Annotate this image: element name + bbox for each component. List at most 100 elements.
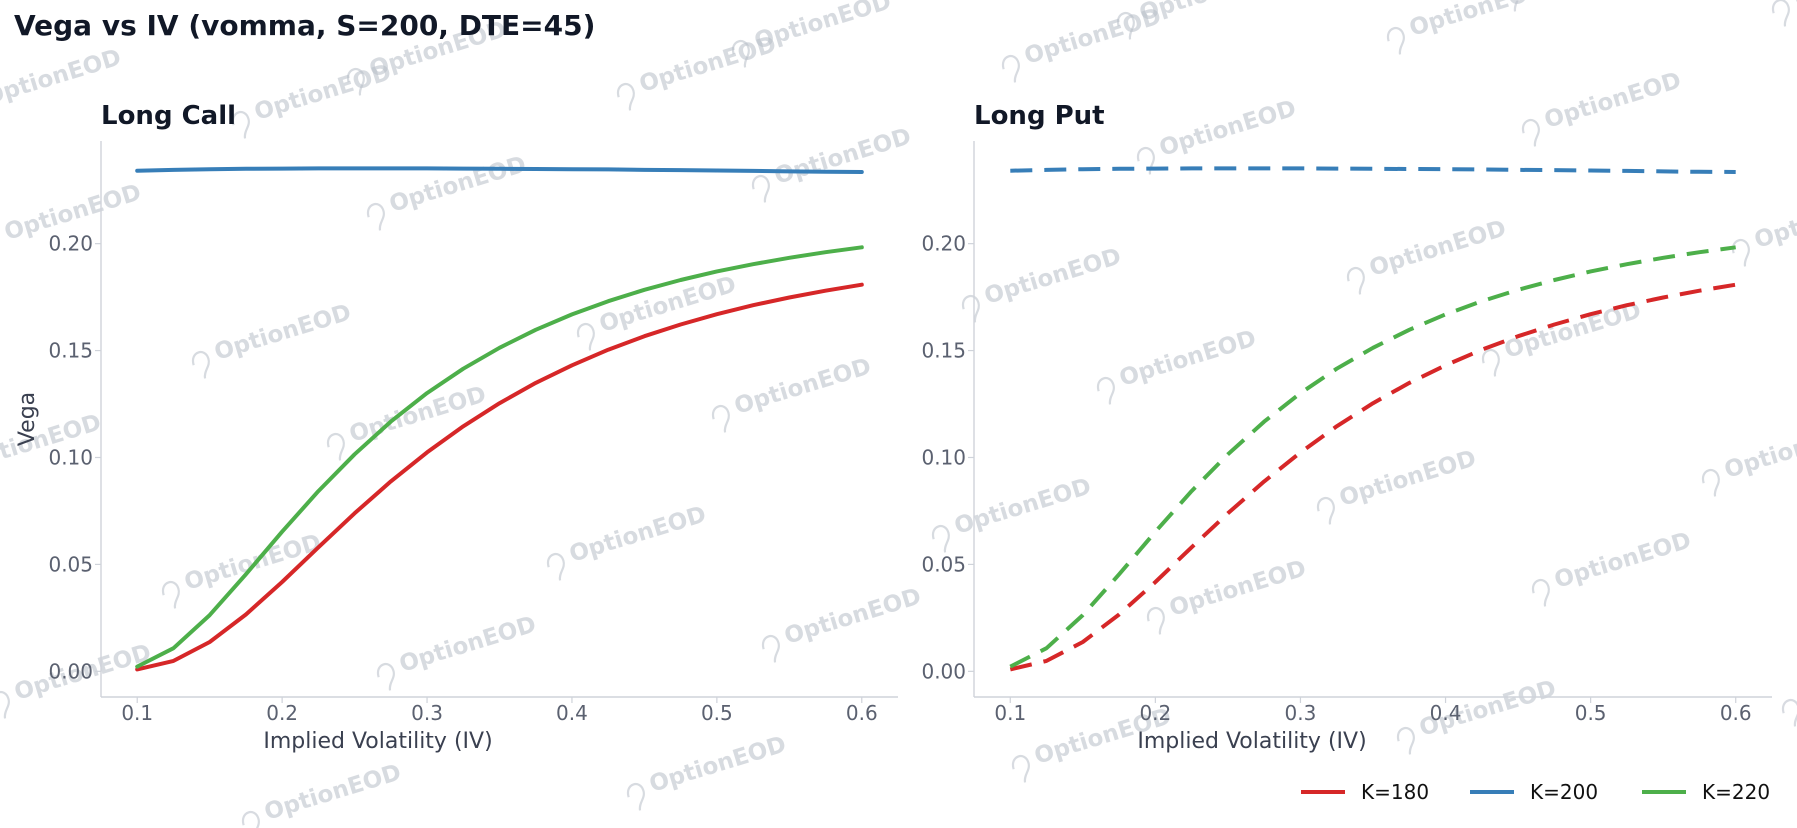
watermark-logo-icon [1096,376,1115,405]
watermark: OptionEOD [616,32,779,111]
watermark: OptionEOD [161,530,324,609]
long-put-series-k200-line [1010,166,1736,174]
watermark-logo-icon [161,580,180,609]
watermark-logo-icon [616,82,635,111]
watermark: OptionEOD [761,584,924,663]
watermark-logo-icon [1386,26,1405,55]
watermark-logo-icon [346,67,365,96]
long-call-series-k220-line [135,245,864,669]
watermark-logo-icon [1531,578,1550,607]
watermark-text: OptionEOD [1336,446,1479,512]
y-tick-label: 0.05 [921,552,966,576]
y-tick-label: 0.00 [48,659,93,683]
watermark-text: OptionEOD [261,760,404,826]
watermark: OptionEOD [1096,326,1259,405]
watermark-logo-icon [366,202,385,231]
watermark-logo-icon [761,634,780,663]
watermark: OptionEOD [1136,96,1299,175]
watermark: OptionEOD [1346,216,1509,295]
watermark: OptionEOD [1781,698,1797,727]
watermark-logo-icon [326,432,345,461]
y-tick-label: 0.00 [921,659,966,683]
watermark-text: OptionEOD [771,124,914,190]
watermark-logo-icon [1136,146,1155,175]
watermark-logo-icon [1116,11,1135,40]
long-put-series-k220-line [1009,245,1736,669]
legend-label-k180: K=180 [1361,780,1429,804]
y-tick-label: 0.15 [921,339,966,363]
long-call-series-lines [135,166,864,672]
x-tick-label: 0.6 [1720,701,1752,725]
y-tick-label: 0.10 [921,445,966,469]
x-tick-label: 0.2 [1139,701,1171,725]
long-put-ticks: 0.1 0.2 0.3 0.4 0.5 0.6 0.00 0.05 0.10 0.15 0.20 [921,232,1751,725]
watermark-logo-icon [931,524,950,553]
y-tick-label: 0.05 [48,552,93,576]
long-call-series-k180-line [135,282,864,672]
x-tick-label: 0.6 [846,701,878,725]
legend: K=180 K=200 K=220 [1301,780,1770,804]
watermark: OptionEOD [1521,68,1684,147]
watermark: OptionEOD [1481,298,1644,377]
watermark-text: OptionEOD [1166,556,1309,622]
watermark-text: OptionEOD [951,474,1094,540]
watermark-logo-icon [751,174,770,203]
long-call-panel: Long Call 0.1 0.2 0.3 0.4 0.5 0.6 0.00 0.05 0.10… [15,101,898,754]
watermark: OptionEOD [241,760,404,828]
watermark-text: OptionEOD [1156,96,1299,162]
watermark-text: OptionEOD [1541,68,1684,134]
long-call-series-k200-line [135,166,864,174]
watermark-logo-icon [1001,54,1020,83]
watermark: OptionEOD [1771,0,1797,27]
watermark-logo-icon [731,39,750,68]
watermark-logo-icon [546,552,565,581]
watermark-text: OptionEOD [566,502,709,568]
watermark-text: OptionEOD [646,732,789,798]
legend-item-k220: K=220 [1642,780,1770,804]
watermark-logo-icon [711,404,730,433]
watermark-text: OptionEOD [1751,188,1797,254]
watermark-logo-icon [961,294,980,323]
watermark-logo-icon [1481,348,1500,377]
watermark-text: OptionEOD [636,32,779,98]
watermark-logo-icon [1146,606,1165,635]
watermark-text: OptionEOD [1406,0,1549,42]
watermark-logo-icon [1316,496,1335,525]
watermark-logo-icon [1521,118,1540,147]
x-tick-label: 0.5 [1575,701,1607,725]
figure-title: Vega vs IV (vomma, S=200, DTE=45) [14,9,595,42]
long-call-ticks: 0.1 0.2 0.3 0.4 0.5 0.6 0.00 0.05 0.10 0.15 0.20 [48,232,877,725]
watermark-text: OptionEOD [396,612,539,678]
x-tick-label: 0.3 [1285,701,1317,725]
watermark-logo-icon [1011,754,1030,783]
watermark-logo-icon [626,782,645,811]
watermark-text: OptionEOD [1791,0,1797,14]
watermark-text: OptionEOD [981,244,1124,310]
watermark: OptionEOD [231,60,394,139]
y-tick-label: 0.20 [921,232,966,256]
watermark-text: OptionEOD [1021,4,1164,70]
watermark-logo-icon [1346,266,1365,295]
watermark-logo-icon [1701,468,1720,497]
long-call-title: Long Call [101,101,236,131]
watermark-logo-icon [1771,0,1790,27]
watermark-text: OptionEOD [1551,528,1694,594]
watermark-text: OptionEOD [251,60,394,126]
watermark-logo-icon [231,110,250,139]
watermark: OptionEOD [1701,418,1797,497]
watermark-text: OptionEOD [781,584,924,650]
watermark: OptionEOD [751,124,914,203]
watermark-text: OptionEOD [1366,216,1509,282]
watermark: OptionEOD [626,732,789,811]
watermark-logo-icon [1396,726,1415,755]
watermark-text: OptionEOD [1116,326,1259,392]
long-call-y-axis-label: Vega [15,392,40,446]
watermark: OptionEOD [1396,676,1559,755]
watermark-logo-icon [1501,0,1520,12]
long-put-panel: Long Put 0.1 0.2 0.3 0.4 0.5 0.60.000.050.100… [921,101,1772,754]
x-tick-label: 0.4 [556,701,588,725]
legend-label-k220: K=220 [1702,780,1770,804]
watermark-text: OptionEOD [1721,418,1797,484]
watermark: OptionEOD [546,502,709,581]
